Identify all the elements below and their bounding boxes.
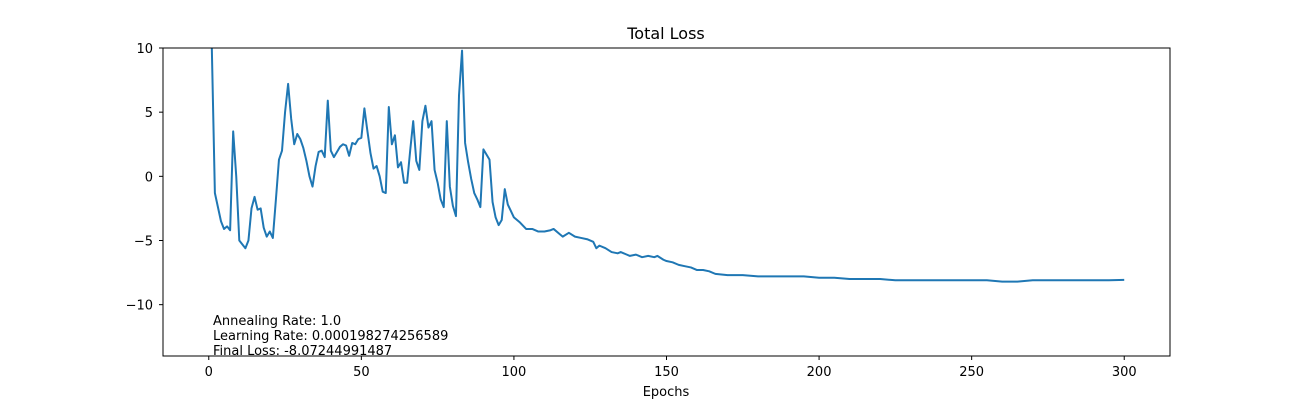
x-axis: 0 50 100 150 200 250 300 xyxy=(205,356,1137,380)
annotation-final-loss: Final Loss: -8.07244991487 xyxy=(213,344,392,359)
x-tick-label: 50 xyxy=(353,365,370,380)
y-tick-label: 5 xyxy=(145,106,153,121)
x-tick-label: 200 xyxy=(807,365,832,380)
x-tick-label: 250 xyxy=(959,365,984,380)
y-tick-label: 10 xyxy=(136,42,153,57)
annotation-learning-rate: Learning Rate: 0.000198274256589 xyxy=(213,329,448,344)
annotations: Annealing Rate: 1.0 Learning Rate: 0.000… xyxy=(213,314,448,359)
x-tick-label: 150 xyxy=(654,365,679,380)
y-axis: 10 5 0 −5 −10 xyxy=(126,42,163,314)
annotation-annealing-rate: Annealing Rate: 1.0 xyxy=(213,314,341,329)
series-layer xyxy=(210,48,1125,283)
series-line-0 xyxy=(210,48,1125,283)
y-tick-label: −5 xyxy=(134,235,153,250)
y-tick-label: 0 xyxy=(145,170,153,185)
y-tick-label: −10 xyxy=(126,299,153,314)
chart-title: Total Loss xyxy=(626,24,705,43)
x-tick-label: 300 xyxy=(1112,365,1137,380)
x-tick-label: 100 xyxy=(502,365,527,380)
x-tick-label: 0 xyxy=(205,365,213,380)
x-axis-label: Epochs xyxy=(643,385,690,400)
plot-frame xyxy=(162,47,1171,357)
